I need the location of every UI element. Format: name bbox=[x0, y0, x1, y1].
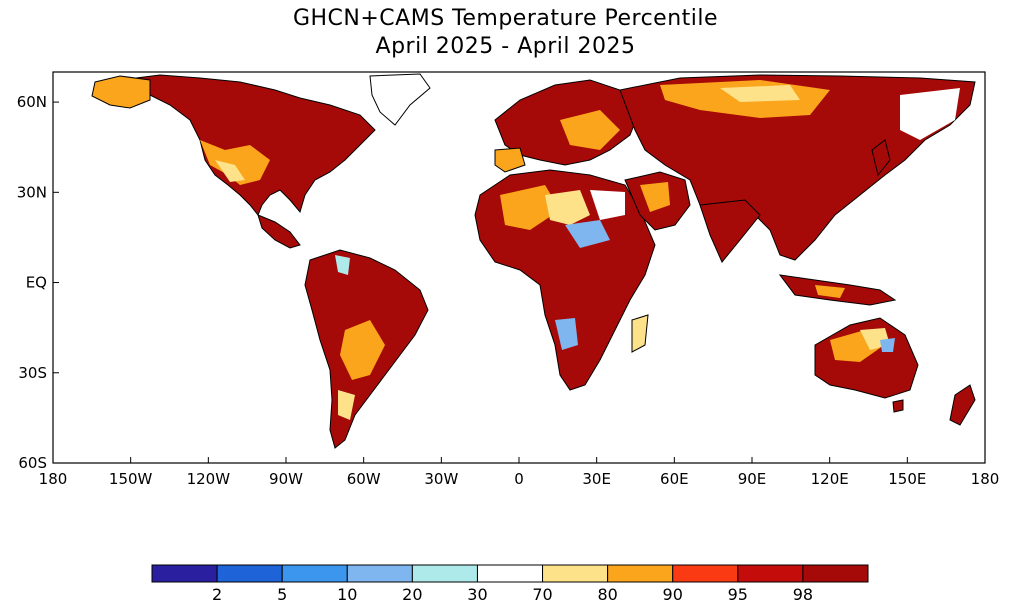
land-regions bbox=[91, 73, 976, 449]
lon-tick-label: 30W bbox=[424, 470, 458, 488]
central-america-region bbox=[257, 214, 301, 249]
siberia-slight-zone bbox=[720, 85, 800, 102]
south-america-cool-zone bbox=[335, 255, 350, 275]
europe-warm-zone bbox=[560, 110, 620, 150]
lon-tick-label: 30E bbox=[582, 470, 611, 488]
colorbar-swatch bbox=[216, 564, 283, 583]
colorbar-swatch bbox=[476, 564, 544, 583]
sudan-cool-zone bbox=[565, 220, 610, 248]
madagascar-region bbox=[631, 314, 649, 353]
south-america-warm-zone bbox=[340, 320, 385, 380]
colorbar-swatch bbox=[411, 564, 478, 583]
arabia-warm-zone bbox=[640, 182, 670, 212]
colorbar-label: 70 bbox=[532, 585, 552, 604]
lat-tick-label: 60N bbox=[17, 93, 47, 111]
north-america-warm-zone bbox=[200, 140, 270, 185]
colorbar-label: 20 bbox=[402, 585, 422, 604]
colorbar-swatch bbox=[802, 564, 869, 583]
colorbar-swatch bbox=[607, 564, 674, 583]
indonesia-warm-zone bbox=[815, 285, 845, 298]
india-region bbox=[699, 199, 761, 263]
colorbar-legend: 2 5 10 20 30 70 80 90 95 98 bbox=[151, 564, 869, 604]
lon-tick-label: 180 bbox=[971, 470, 1000, 488]
colorbar-label: 98 bbox=[793, 585, 813, 604]
colorbar-swatch bbox=[151, 564, 218, 583]
lon-tick-label: 60W bbox=[347, 470, 381, 488]
south-america-slight-zone bbox=[338, 390, 355, 420]
north-america-warm-zone-2 bbox=[215, 160, 245, 182]
lon-tick-label: 180 bbox=[39, 470, 68, 488]
colorbar-label: 2 bbox=[212, 585, 222, 604]
australia-cool-zone bbox=[880, 338, 895, 352]
sahara-slight-zone bbox=[545, 190, 590, 225]
colorbar-label: 95 bbox=[728, 585, 748, 604]
iberia-region bbox=[494, 147, 526, 173]
lon-tick-label: 0 bbox=[514, 470, 524, 488]
alaska-region bbox=[91, 75, 151, 109]
southern-africa-cool-zone bbox=[555, 318, 578, 350]
map-title: GHCN+CAMS Temperature Percentile bbox=[292, 6, 719, 31]
colorbar-swatch bbox=[346, 564, 413, 583]
colorbar-swatch bbox=[737, 564, 804, 583]
colorbar-label: 90 bbox=[663, 585, 683, 604]
northeast-asia-normal-zone bbox=[900, 88, 960, 140]
japan-region bbox=[871, 139, 891, 177]
latitude-axis: 60N 30N EQ 30S 60S bbox=[17, 93, 59, 472]
colorbar-swatch bbox=[672, 564, 739, 583]
colorbar-label: 80 bbox=[597, 585, 617, 604]
colorbar-swatch bbox=[542, 564, 609, 583]
colorbar-label: 10 bbox=[337, 585, 357, 604]
lat-tick-label: 30N bbox=[17, 183, 47, 201]
lon-tick-label: 60E bbox=[660, 470, 689, 488]
lon-tick-label: 150W bbox=[109, 470, 153, 488]
colorbar-swatch bbox=[281, 564, 348, 583]
lat-tick-label: 30S bbox=[18, 364, 47, 382]
lon-tick-label: 90E bbox=[738, 470, 767, 488]
colorbar-label: 30 bbox=[467, 585, 487, 604]
map-subtitle: April 2025 - April 2025 bbox=[375, 34, 636, 59]
lon-tick-label: 90W bbox=[269, 470, 303, 488]
new-zealand-region bbox=[949, 384, 976, 426]
longitude-axis: 180 150W 120W 90W 60W 30W 0 30E 60E 90E 120E 150E 18… bbox=[39, 457, 1000, 488]
east-sahara-normal-zone bbox=[590, 190, 625, 220]
tasmania-region bbox=[892, 399, 904, 413]
sahara-warm-zone bbox=[500, 185, 560, 230]
lon-tick-label: 120W bbox=[187, 470, 231, 488]
lat-tick-label: EQ bbox=[26, 274, 47, 292]
lon-tick-label: 120E bbox=[811, 470, 849, 488]
greenland-region bbox=[369, 73, 431, 126]
lat-tick-label: 60S bbox=[18, 454, 47, 472]
colorbar-label: 5 bbox=[277, 585, 287, 604]
lon-tick-label: 150E bbox=[888, 470, 926, 488]
